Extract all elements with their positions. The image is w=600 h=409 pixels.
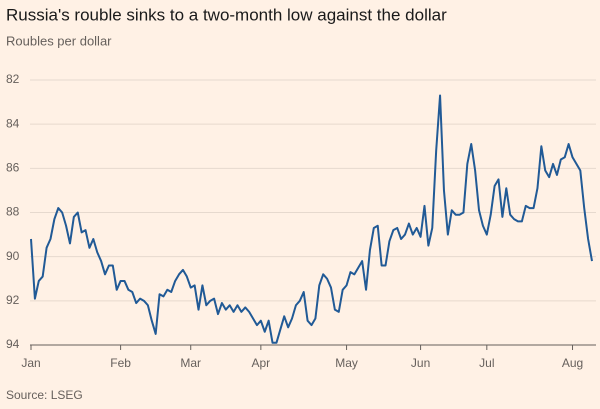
x-tick-label: Apr [252, 356, 271, 370]
source: Source: LSEG [6, 388, 83, 402]
x-tick-label: Feb [110, 356, 131, 370]
line [30, 94, 593, 344]
x-tick-label: Mar [180, 356, 201, 370]
x-tick-label: Jun [411, 356, 430, 370]
y-tick-label: 82 [6, 72, 20, 86]
y-tick-label: 94 [6, 337, 20, 351]
x-tick-label: Jul [479, 356, 494, 370]
x-tick-label: May [335, 356, 358, 370]
chart-subtitle: Roubles per dollar [6, 33, 112, 48]
y-tick-label: 86 [6, 161, 20, 175]
y-tick-label: 92 [6, 293, 20, 307]
y-tick-label: 84 [6, 116, 20, 130]
x-tick-label: Jan [21, 356, 40, 370]
y-tick-label: 88 [6, 205, 20, 219]
y-tick-label: 90 [6, 249, 20, 263]
x-tick-label: Aug [562, 356, 583, 370]
chart-title: Russia's rouble sinks to a two-month low… [6, 5, 447, 24]
